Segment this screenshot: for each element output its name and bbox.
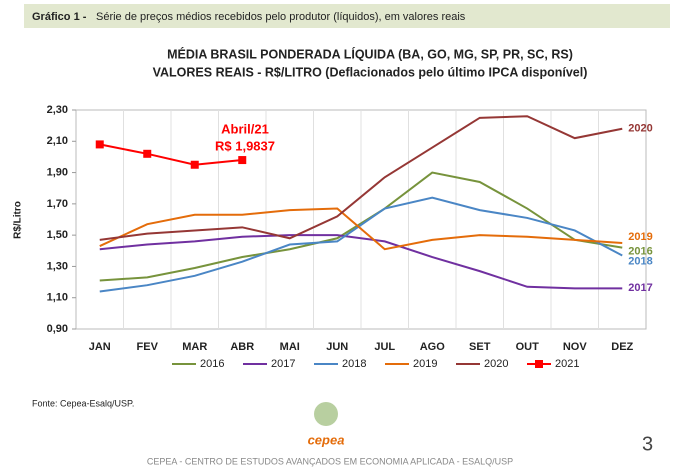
y-tick-label: 2,30 [47,104,68,116]
x-tick-label: SET [469,341,491,353]
x-tick-label: FEV [137,341,159,353]
y-tick-label: 2,10 [47,135,68,147]
legend-label: 2019 [413,358,437,370]
chart-subtitle: VALORES REAIS - R$/LITRO (Deflacionados … [153,65,588,79]
legend-label: 2018 [342,358,366,370]
y-tick-label: 0,90 [47,323,68,335]
chart-title: MÉDIA BRASIL PONDERADA LÍQUIDA (BA, GO, … [167,46,573,61]
x-tick-label: MAR [182,341,207,353]
footer: CEPEA - CENTRO DE ESTUDOS AVANÇADOS EM E… [147,456,513,466]
end-label: 2017 [628,282,652,294]
logo-globe [314,402,338,426]
logo: cepea [308,432,345,447]
x-tick-label: MAI [280,341,300,353]
x-tick-label: ABR [230,341,254,353]
legend-marker [535,360,543,368]
page-number: 3 [642,433,653,455]
y-tick-label: 1,50 [47,229,68,241]
series-line [99,171,623,282]
series-line [99,196,623,293]
annotation: Abril/21 [221,121,269,136]
series-line [99,115,623,241]
point [238,156,247,165]
x-tick-label: NOV [563,341,588,353]
y-tick-label: 1,70 [47,198,68,210]
x-tick-label: JUN [326,341,348,353]
y-axis-label: R$/Litro [13,201,24,239]
header: Série de preços médios recebidos pelo pr… [96,11,466,23]
legend-label: 2017 [271,358,295,370]
end-label: 2020 [628,123,652,135]
y-tick-label: 1,90 [47,166,68,178]
series-line [99,207,623,251]
series-line [99,143,243,166]
x-tick-label: OUT [516,341,540,353]
point [190,160,199,169]
header-bar [24,4,670,28]
y-tick-label: 1,10 [47,292,68,304]
end-label: 2019 [628,231,652,243]
y-tick-label: 1,30 [47,260,68,272]
header-label: Gráfico 1 - [32,11,87,23]
x-tick-label: AGO [420,341,446,353]
end-label: 2016 [628,246,652,258]
legend-label: 2016 [200,358,224,370]
series-line [99,234,623,290]
x-tick-label: JAN [89,341,111,353]
legend-label: 2021 [555,358,579,370]
point [143,149,152,158]
source: Fonte: Cepea-Esalq/USP. [32,398,134,408]
x-tick-label: JUL [374,341,395,353]
end-label: 2018 [628,255,652,267]
legend-label: 2020 [484,358,508,370]
point [95,140,104,149]
annotation: R$ 1,9837 [215,138,275,153]
x-tick-label: DEZ [611,341,633,353]
